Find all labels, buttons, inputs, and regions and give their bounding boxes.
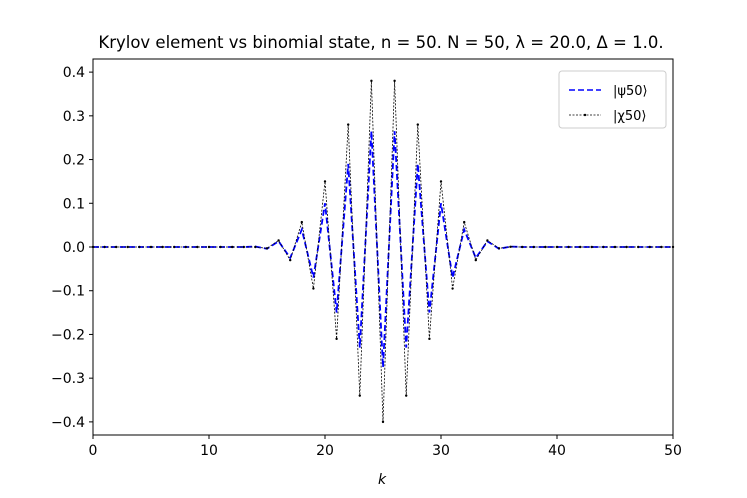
series-chi-point bbox=[497, 247, 501, 250]
series-chi-point bbox=[115, 245, 118, 249]
series-chi-point bbox=[428, 337, 431, 341]
series-chi-point bbox=[289, 258, 292, 262]
x-axis-label: k bbox=[378, 472, 387, 488]
series-chi-point bbox=[277, 239, 280, 242]
legend-frame bbox=[558, 70, 667, 129]
plot-area bbox=[91, 79, 675, 424]
x-tick-label: 0 bbox=[89, 443, 98, 459]
series-chi-line bbox=[93, 80, 673, 422]
legend-label-chi: |χ50⟩ bbox=[613, 109, 647, 124]
y-tick-label: −0.3 bbox=[51, 371, 85, 387]
axes: 0 10 20 30 40 50 −0.4 −0.3 −0.2 −0.1 0.0 0.1 0.2 0.3 0… bbox=[51, 58, 682, 459]
y-tick-label: 0.0 bbox=[63, 240, 85, 256]
series-chi-point bbox=[126, 245, 129, 249]
series-chi-point bbox=[173, 245, 176, 249]
series-chi-point bbox=[660, 245, 663, 249]
legend-label-psi: |ψ50⟩ bbox=[613, 84, 648, 99]
x-tick-label: 20 bbox=[316, 443, 334, 459]
series-chi-point bbox=[381, 420, 385, 424]
series-chi-point bbox=[242, 245, 245, 249]
series-chi-point bbox=[637, 245, 640, 249]
series-chi-point bbox=[103, 245, 106, 249]
series-chi-point bbox=[312, 287, 315, 290]
series-chi-point bbox=[149, 245, 153, 249]
series-chi-point bbox=[555, 245, 559, 249]
series-chi-point bbox=[335, 337, 338, 341]
series-psi-line bbox=[93, 131, 673, 368]
series-chi-point bbox=[625, 245, 628, 249]
series-chi-point bbox=[474, 258, 477, 262]
y-tick-label: 0.3 bbox=[63, 109, 85, 125]
series-chi-point bbox=[416, 123, 419, 126]
series-chi-point bbox=[405, 394, 408, 397]
series-chi-point bbox=[265, 247, 269, 250]
series-chi-point bbox=[451, 287, 454, 290]
y-tick-label: −0.1 bbox=[51, 284, 85, 300]
series-chi-point bbox=[347, 123, 350, 126]
series-chi-point bbox=[370, 79, 373, 83]
legend: |ψ50⟩ |χ50⟩ bbox=[558, 70, 667, 129]
series-chi-point bbox=[196, 245, 199, 249]
series-chi-point bbox=[393, 79, 396, 83]
series-chi-point bbox=[648, 245, 651, 249]
series-chi-point bbox=[161, 245, 164, 249]
series-chi-point bbox=[207, 245, 211, 249]
series-chi-point bbox=[138, 245, 141, 249]
x-tick-label: 10 bbox=[200, 443, 218, 459]
series-chi-point bbox=[579, 245, 582, 249]
series-chi-point bbox=[486, 239, 489, 242]
series-chi-point bbox=[613, 245, 617, 249]
y-tick-label: 0.4 bbox=[63, 65, 85, 81]
series-chi-point bbox=[358, 394, 361, 397]
series-chi-point bbox=[602, 245, 605, 249]
series-chi-point bbox=[254, 245, 257, 249]
series-chi-point bbox=[509, 245, 512, 248]
x-tick-label: 30 bbox=[432, 443, 450, 459]
y-tick-label: 0.1 bbox=[63, 196, 85, 212]
x-tick-label: 50 bbox=[664, 443, 682, 459]
series-chi-point bbox=[439, 180, 443, 183]
legend-marker-chi bbox=[583, 113, 587, 117]
chart-title: Krylov element vs binomial state, n = 50… bbox=[98, 33, 663, 52]
y-tick-label: −0.2 bbox=[51, 327, 85, 343]
series-chi-point bbox=[521, 245, 524, 249]
series-chi-point bbox=[219, 245, 222, 249]
series-chi-point bbox=[532, 245, 535, 249]
y-tick-label: −0.4 bbox=[51, 415, 85, 431]
series-chi-point bbox=[184, 245, 187, 249]
series-chi-point bbox=[300, 220, 303, 224]
y-tick-label: 0.2 bbox=[63, 153, 85, 169]
series-chi-point bbox=[567, 245, 570, 249]
series-chi-point bbox=[323, 180, 327, 183]
series-chi-point bbox=[544, 245, 547, 249]
series-chi-point bbox=[463, 220, 466, 224]
x-tick-label: 40 bbox=[548, 443, 566, 459]
series-chi-point bbox=[231, 245, 234, 249]
series-chi-point bbox=[590, 245, 593, 249]
